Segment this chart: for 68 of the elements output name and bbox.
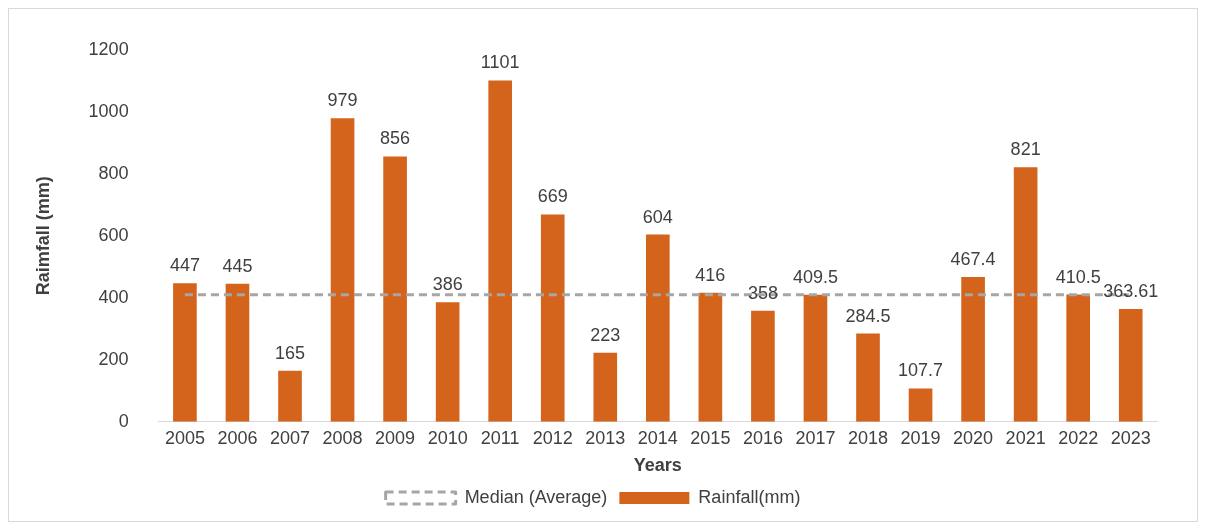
bar	[856, 333, 880, 422]
x-tick-label: 2015	[690, 427, 731, 448]
data-label: 386	[432, 274, 463, 295]
y-tick-label: 400	[98, 286, 129, 307]
data-label: 856	[380, 128, 411, 149]
x-tick-label: 2010	[427, 427, 468, 448]
data-label: 447	[169, 255, 200, 276]
data-label: 107.7	[898, 360, 944, 381]
bar	[1066, 294, 1091, 422]
data-label: 284.5	[845, 305, 891, 326]
bar	[173, 283, 197, 422]
x-tick-label: 2005	[164, 427, 205, 448]
y-tick-label: 1200	[88, 38, 129, 59]
bar	[1118, 309, 1143, 422]
x-tick-label: 2012	[532, 427, 573, 448]
data-label: 669	[537, 186, 568, 207]
y-tick-label: 1000	[88, 100, 129, 121]
x-axis-title: Years	[633, 455, 682, 476]
x-tick-label: 2011	[480, 427, 520, 448]
y-tick-label: 0	[118, 410, 129, 431]
bar	[908, 388, 933, 422]
x-tick-label: 2019	[900, 427, 941, 448]
x-tick-label: 2020	[953, 427, 994, 448]
data-label: 223	[590, 324, 621, 345]
bar	[435, 302, 460, 422]
data-label: 979	[327, 90, 358, 111]
data-label: 445	[222, 255, 253, 276]
x-tick-label: 2008	[322, 427, 363, 448]
x-tick-label: 2007	[269, 427, 311, 448]
x-tick-label: 2018	[847, 427, 889, 448]
x-tick-label: 2023	[1110, 427, 1151, 448]
bar	[225, 283, 250, 422]
data-label: 165	[274, 342, 306, 363]
data-label: 409.5	[792, 266, 838, 287]
bar	[330, 118, 355, 422]
data-label: 1101	[480, 52, 520, 73]
x-tick-label: 2016	[742, 427, 783, 448]
bar	[698, 292, 723, 422]
y-axis-title: Raimfall (mm)	[32, 176, 53, 296]
bar	[383, 156, 407, 422]
bar	[278, 370, 302, 422]
bar	[646, 234, 670, 422]
bar	[1013, 167, 1038, 422]
data-label: 358	[747, 282, 778, 303]
x-tick-label: 2009	[375, 427, 416, 448]
bar	[593, 352, 618, 422]
data-label: 416	[695, 264, 726, 285]
y-tick-label: 200	[98, 348, 129, 369]
legend-label: Median (Average)	[464, 486, 608, 507]
bar	[488, 80, 513, 422]
bar	[961, 276, 985, 422]
bar	[751, 310, 775, 422]
data-label: 604	[642, 206, 673, 227]
x-tick-label: 2022	[1058, 427, 1099, 448]
bar	[540, 214, 565, 422]
data-label: 410.5	[1055, 266, 1101, 287]
x-tick-label: 2014	[637, 427, 678, 448]
data-label: 363.61	[1103, 281, 1159, 302]
data-label: 467.4	[950, 248, 996, 269]
legend-label: Rainfall(mm)	[698, 486, 801, 507]
x-tick-label: 2017	[795, 427, 836, 448]
bar	[803, 294, 828, 422]
y-tick-label: 800	[98, 162, 129, 183]
x-tick-label: 2006	[217, 427, 258, 448]
y-tick-label: 600	[98, 224, 129, 245]
x-tick-label: 2021	[1005, 427, 1046, 448]
data-label: 821	[1010, 139, 1041, 160]
x-tick-label: 2013	[585, 427, 626, 448]
